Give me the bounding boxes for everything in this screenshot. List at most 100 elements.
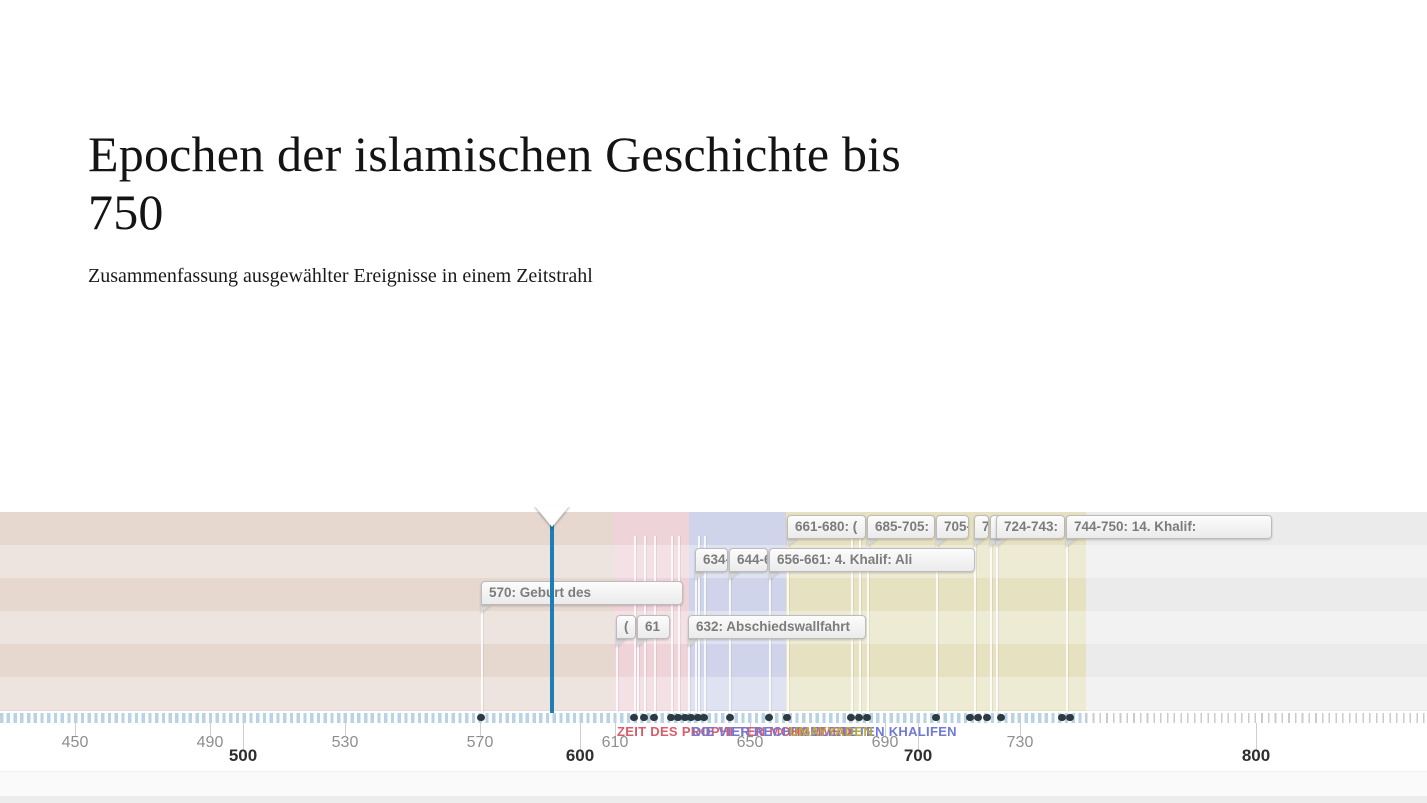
event-flag[interactable]: 644-6: [729, 548, 768, 572]
event-flag[interactable]: (: [616, 615, 636, 639]
axis-ticks-gray[interactable]: [1086, 713, 1427, 723]
event-flag[interactable]: 685-705:: [867, 515, 935, 539]
era-label-vier-rechtgeleitete-khalifen: DIE VIER RECHTGELEITETEN KHALIFEN: [692, 724, 957, 739]
event-pole: [616, 639, 618, 713]
flag-tail: [787, 538, 798, 547]
era-label-zeit-des-propheten: ZEIT DES PROPHETEN MOHAMMED: [617, 724, 852, 739]
event-dot[interactable]: [650, 714, 658, 721]
minor-tick-line: [750, 723, 751, 736]
axis-ticks-colored[interactable]: [0, 713, 1086, 723]
flag-tail: [688, 638, 699, 647]
event-pole: [996, 539, 998, 713]
event-flag[interactable]: 7: [974, 515, 989, 539]
minor-tick-line: [885, 723, 886, 736]
minor-tick-label: 570: [466, 734, 494, 751]
event-dot[interactable]: [765, 714, 773, 721]
flag-tail: [729, 571, 740, 580]
event-dot[interactable]: [667, 714, 675, 721]
event-dot[interactable]: [477, 714, 485, 721]
event-flag[interactable]: 632: Abschiedswallfahrt: [688, 615, 866, 639]
event-pole: [974, 539, 976, 713]
event-dot[interactable]: [932, 714, 940, 721]
event-pole: [678, 536, 680, 713]
era-band-vorislamische-zeit: [0, 512, 614, 711]
event-dot[interactable]: [694, 714, 702, 721]
flag-tail: [996, 538, 1007, 547]
event-dot[interactable]: [687, 714, 695, 721]
event-flag[interactable]: 661-680: (: [787, 515, 866, 539]
footer-strip: [0, 771, 1427, 797]
event-pole: [769, 572, 771, 713]
flag-tail: [1066, 538, 1077, 547]
major-tick-line: [918, 723, 919, 750]
event-pole: [637, 639, 639, 713]
era-band-nach-750: [1086, 512, 1427, 711]
event-dot[interactable]: [855, 714, 863, 721]
footer-bottom-bar: [0, 796, 1427, 803]
flag-tail: [695, 571, 706, 580]
event-dot[interactable]: [726, 714, 734, 721]
event-pole: [936, 539, 938, 713]
event-pole: [729, 572, 731, 713]
event-dot[interactable]: [700, 714, 708, 721]
minor-tick-label: 530: [331, 734, 359, 751]
flag-tail: [936, 538, 947, 547]
minor-tick-line: [480, 723, 481, 736]
event-dot[interactable]: [681, 714, 689, 721]
event-flag[interactable]: 570: Geburt des: [481, 581, 683, 605]
current-marker-arrow: [534, 505, 570, 527]
event-flag[interactable]: 705-: [936, 515, 969, 539]
minor-tick-label: 450: [61, 734, 89, 751]
timenav[interactable]: 570: Geburt des (61 632: Abschiedswallfahr…: [0, 505, 1427, 771]
major-tick-label: 800: [1241, 746, 1271, 765]
minor-tick-line: [75, 723, 76, 736]
event-dot[interactable]: [966, 714, 974, 721]
flag-tail: [867, 538, 878, 547]
event-pole: [481, 605, 483, 713]
event-dot[interactable]: [974, 714, 982, 721]
event-dot[interactable]: [997, 714, 1005, 721]
event-dot[interactable]: [630, 714, 638, 721]
era-band-zeit-des-propheten: [614, 512, 689, 711]
event-dot[interactable]: [640, 714, 648, 721]
major-tick-line: [243, 723, 244, 750]
minor-tick-label: 610: [601, 734, 629, 751]
event-flag[interactable]: 724-743:: [996, 515, 1065, 539]
title-slide: Epochen der islamischen Geschichte bis 7…: [88, 125, 988, 288]
flag-tail: [481, 604, 492, 613]
event-dot[interactable]: [847, 714, 855, 721]
event-flag[interactable]: 656-661: 4. Khalif: Ali: [769, 548, 975, 572]
era-bands[interactable]: [0, 512, 1427, 711]
minor-tick-label: 490: [196, 734, 224, 751]
minor-tick-line: [345, 723, 346, 736]
event-pole: [671, 536, 673, 713]
page-subtitle: Zusammenfassung ausgewählter Ereignisse …: [88, 265, 593, 287]
era-label-umayyaden: UMAYYADEN: [789, 724, 874, 739]
event-dot[interactable]: [1058, 714, 1066, 721]
flag-tail: [990, 538, 1001, 547]
minor-tick-label: 650: [736, 734, 764, 751]
page-title: Epochen der islamischen Geschichte bis 7…: [88, 126, 901, 240]
event-flag[interactable]: 61: [637, 615, 670, 639]
minor-tick-line: [210, 723, 211, 736]
event-dot[interactable]: [674, 714, 682, 721]
event-flag[interactable]: 634-: [695, 548, 728, 572]
event-flag[interactable]: 744-750: 14. Khalif:: [1066, 515, 1272, 539]
minor-tick-label: 690: [871, 734, 899, 751]
event-dot[interactable]: [783, 714, 791, 721]
major-tick-line: [580, 723, 581, 750]
minor-tick-line: [1020, 723, 1021, 736]
event-dot[interactable]: [1066, 714, 1074, 721]
major-tick-label: 600: [565, 746, 595, 765]
event-dot[interactable]: [983, 714, 991, 721]
flag-tail: [637, 638, 648, 647]
major-tick-line: [1256, 723, 1257, 750]
event-pole: [990, 539, 992, 713]
flag-tail: [616, 638, 627, 647]
current-marker-line[interactable]: [550, 521, 554, 713]
flag-tail: [974, 538, 985, 547]
major-tick-label: 700: [903, 746, 933, 765]
event-pole: [867, 539, 869, 713]
event-pole: [688, 639, 690, 713]
event-dot[interactable]: [863, 714, 871, 721]
